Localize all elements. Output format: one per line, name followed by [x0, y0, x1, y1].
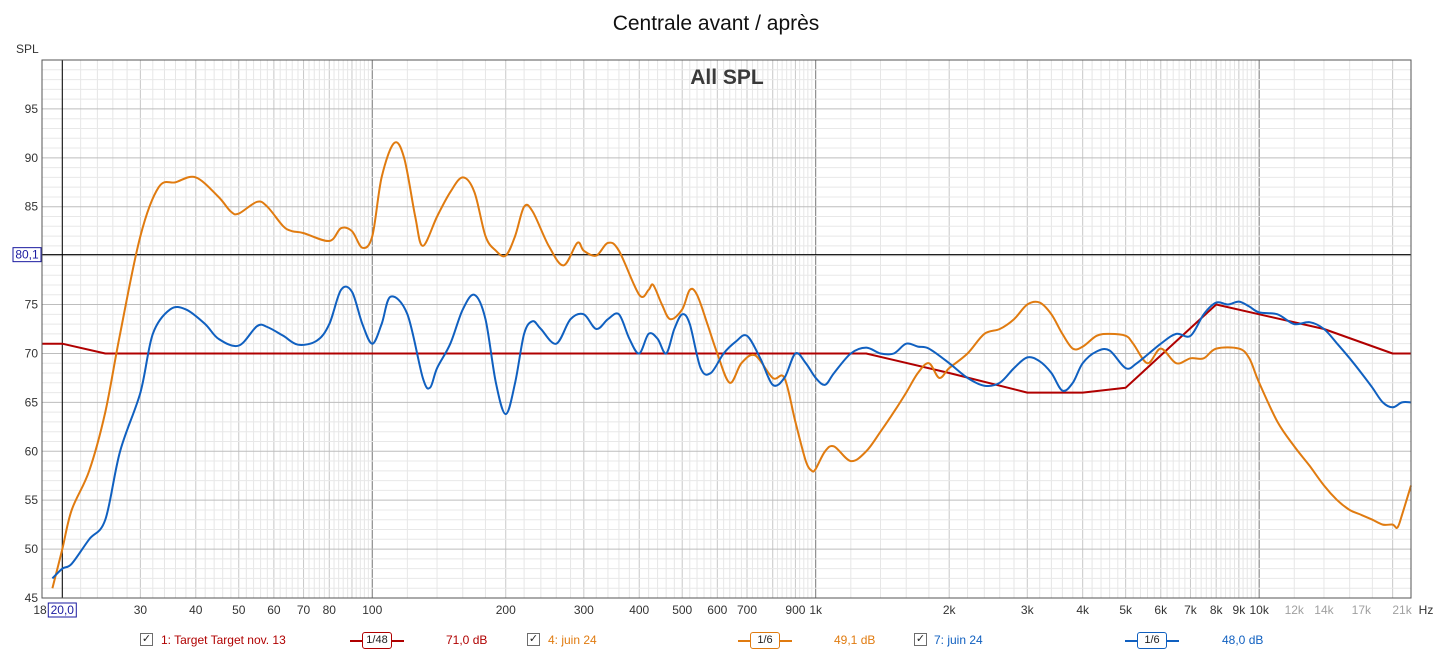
y-tick-label: 65	[25, 395, 39, 409]
legend-label-target: 1: Target Target nov. 13	[161, 633, 286, 647]
legend: ✓ 1: Target Target nov. 13 1/48 71,0 dB …	[0, 630, 1433, 652]
x-tick-label: 7k	[1184, 603, 1198, 617]
smoothing-value-target: 1/48	[362, 632, 392, 649]
x-tick-label: 8k	[1210, 603, 1224, 617]
x-tick-label: 80	[323, 603, 337, 617]
chart: Centrale avant / après SPL All SPL 50 55 6…	[12, 12, 1433, 618]
x-tick-label: 50	[232, 603, 246, 617]
level-target: 71,0 dB	[446, 633, 488, 647]
x-tick-label: 100	[362, 603, 382, 617]
x-tick-label: 400	[629, 603, 649, 617]
plot-area[interactable]	[42, 60, 1411, 598]
x-tick-label: 12k	[1285, 603, 1305, 617]
x-tick-label: 900	[785, 603, 805, 617]
series-line-3	[51, 285, 1412, 580]
x-tick-label: 6k	[1154, 603, 1168, 617]
y-axis-ticks: 5055606570758085909545	[25, 102, 39, 605]
smoothing-control-target[interactable]: 1/48	[350, 630, 404, 650]
chart-title: Centrale avant / après	[613, 12, 820, 35]
y-tick-label: 60	[25, 444, 39, 458]
y-tick-label: 45	[25, 591, 39, 605]
x-start-label: 18	[33, 603, 47, 617]
cursor-crosshair	[42, 60, 1411, 598]
x-tick-label: 14k	[1314, 603, 1334, 617]
chart-subtitle: All SPL	[690, 66, 764, 89]
cursor-y-readout: 80,1	[15, 248, 39, 262]
x-tick-label: 21k	[1392, 603, 1412, 617]
x-tick-label: 2k	[943, 603, 957, 617]
x-tick-label: 70	[297, 603, 311, 617]
visibility-checkbox-target[interactable]: ✓	[140, 633, 153, 646]
x-tick-label: 10k	[1249, 603, 1269, 617]
x-tick-label: 60	[267, 603, 281, 617]
x-unit-label: Hz	[1419, 603, 1433, 617]
grid	[42, 60, 1412, 598]
x-tick-label: 500	[672, 603, 692, 617]
visibility-checkbox-juin24-orange[interactable]: ✓	[527, 633, 540, 646]
x-tick-label: 200	[496, 603, 516, 617]
y-tick-label: 90	[25, 151, 39, 165]
y-tick-label: 85	[25, 200, 39, 214]
visibility-checkbox-juin24-blue[interactable]: ✓	[914, 633, 927, 646]
x-tick-label: 600	[707, 603, 727, 617]
x-tick-label: 9k	[1233, 603, 1247, 617]
plot-frame	[41, 59, 1412, 599]
x-tick-label: 300	[574, 603, 594, 617]
legend-label-juin24-blue: 7: juin 24	[934, 633, 983, 647]
x-tick-label: 30	[134, 603, 148, 617]
plot-background	[42, 60, 1411, 598]
smoothing-control-juin24-blue[interactable]: 1/6	[1125, 630, 1179, 650]
cursor-x-readout: 20,0	[51, 603, 75, 617]
cursor-x-box	[47, 602, 77, 618]
cursor-y-box	[12, 247, 42, 263]
smoothing-control-juin24-orange[interactable]: 1/6	[738, 630, 792, 650]
x-tick-label: 40	[189, 603, 203, 617]
x-tick-label: 700	[737, 603, 757, 617]
series-line-2	[51, 141, 1412, 589]
x-tick-label: 17k	[1352, 603, 1372, 617]
x-axis-ticks: 30 40 50 60 70 80 100 200 300 400 500 600 700 900 1k 2k…	[33, 603, 1433, 617]
x-tick-label: 1k	[809, 603, 823, 617]
y-axis-label: SPL	[16, 42, 39, 56]
y-tick-label: 95	[25, 102, 39, 116]
y-tick-label: 75	[25, 298, 39, 312]
x-tick-label: 4k	[1076, 603, 1090, 617]
level-juin24-orange: 49,1 dB	[834, 633, 876, 647]
plot-border	[41, 59, 1412, 599]
x-tick-label: 5k	[1119, 603, 1133, 617]
smoothing-value-juin24-blue: 1/6	[1137, 632, 1167, 649]
y-tick-label: 70	[25, 346, 39, 360]
series-group	[42, 141, 1412, 589]
y-tick-label: 50	[25, 542, 39, 556]
smoothing-value-juin24-orange: 1/6	[750, 632, 780, 649]
y-tick-label: 55	[25, 493, 39, 507]
x-tick-label: 3k	[1021, 603, 1035, 617]
cursor-readouts: 20,0 80,1	[12, 247, 77, 618]
legend-label-juin24-orange: 4: juin 24	[548, 633, 597, 647]
level-juin24-blue: 48,0 dB	[1222, 633, 1264, 647]
